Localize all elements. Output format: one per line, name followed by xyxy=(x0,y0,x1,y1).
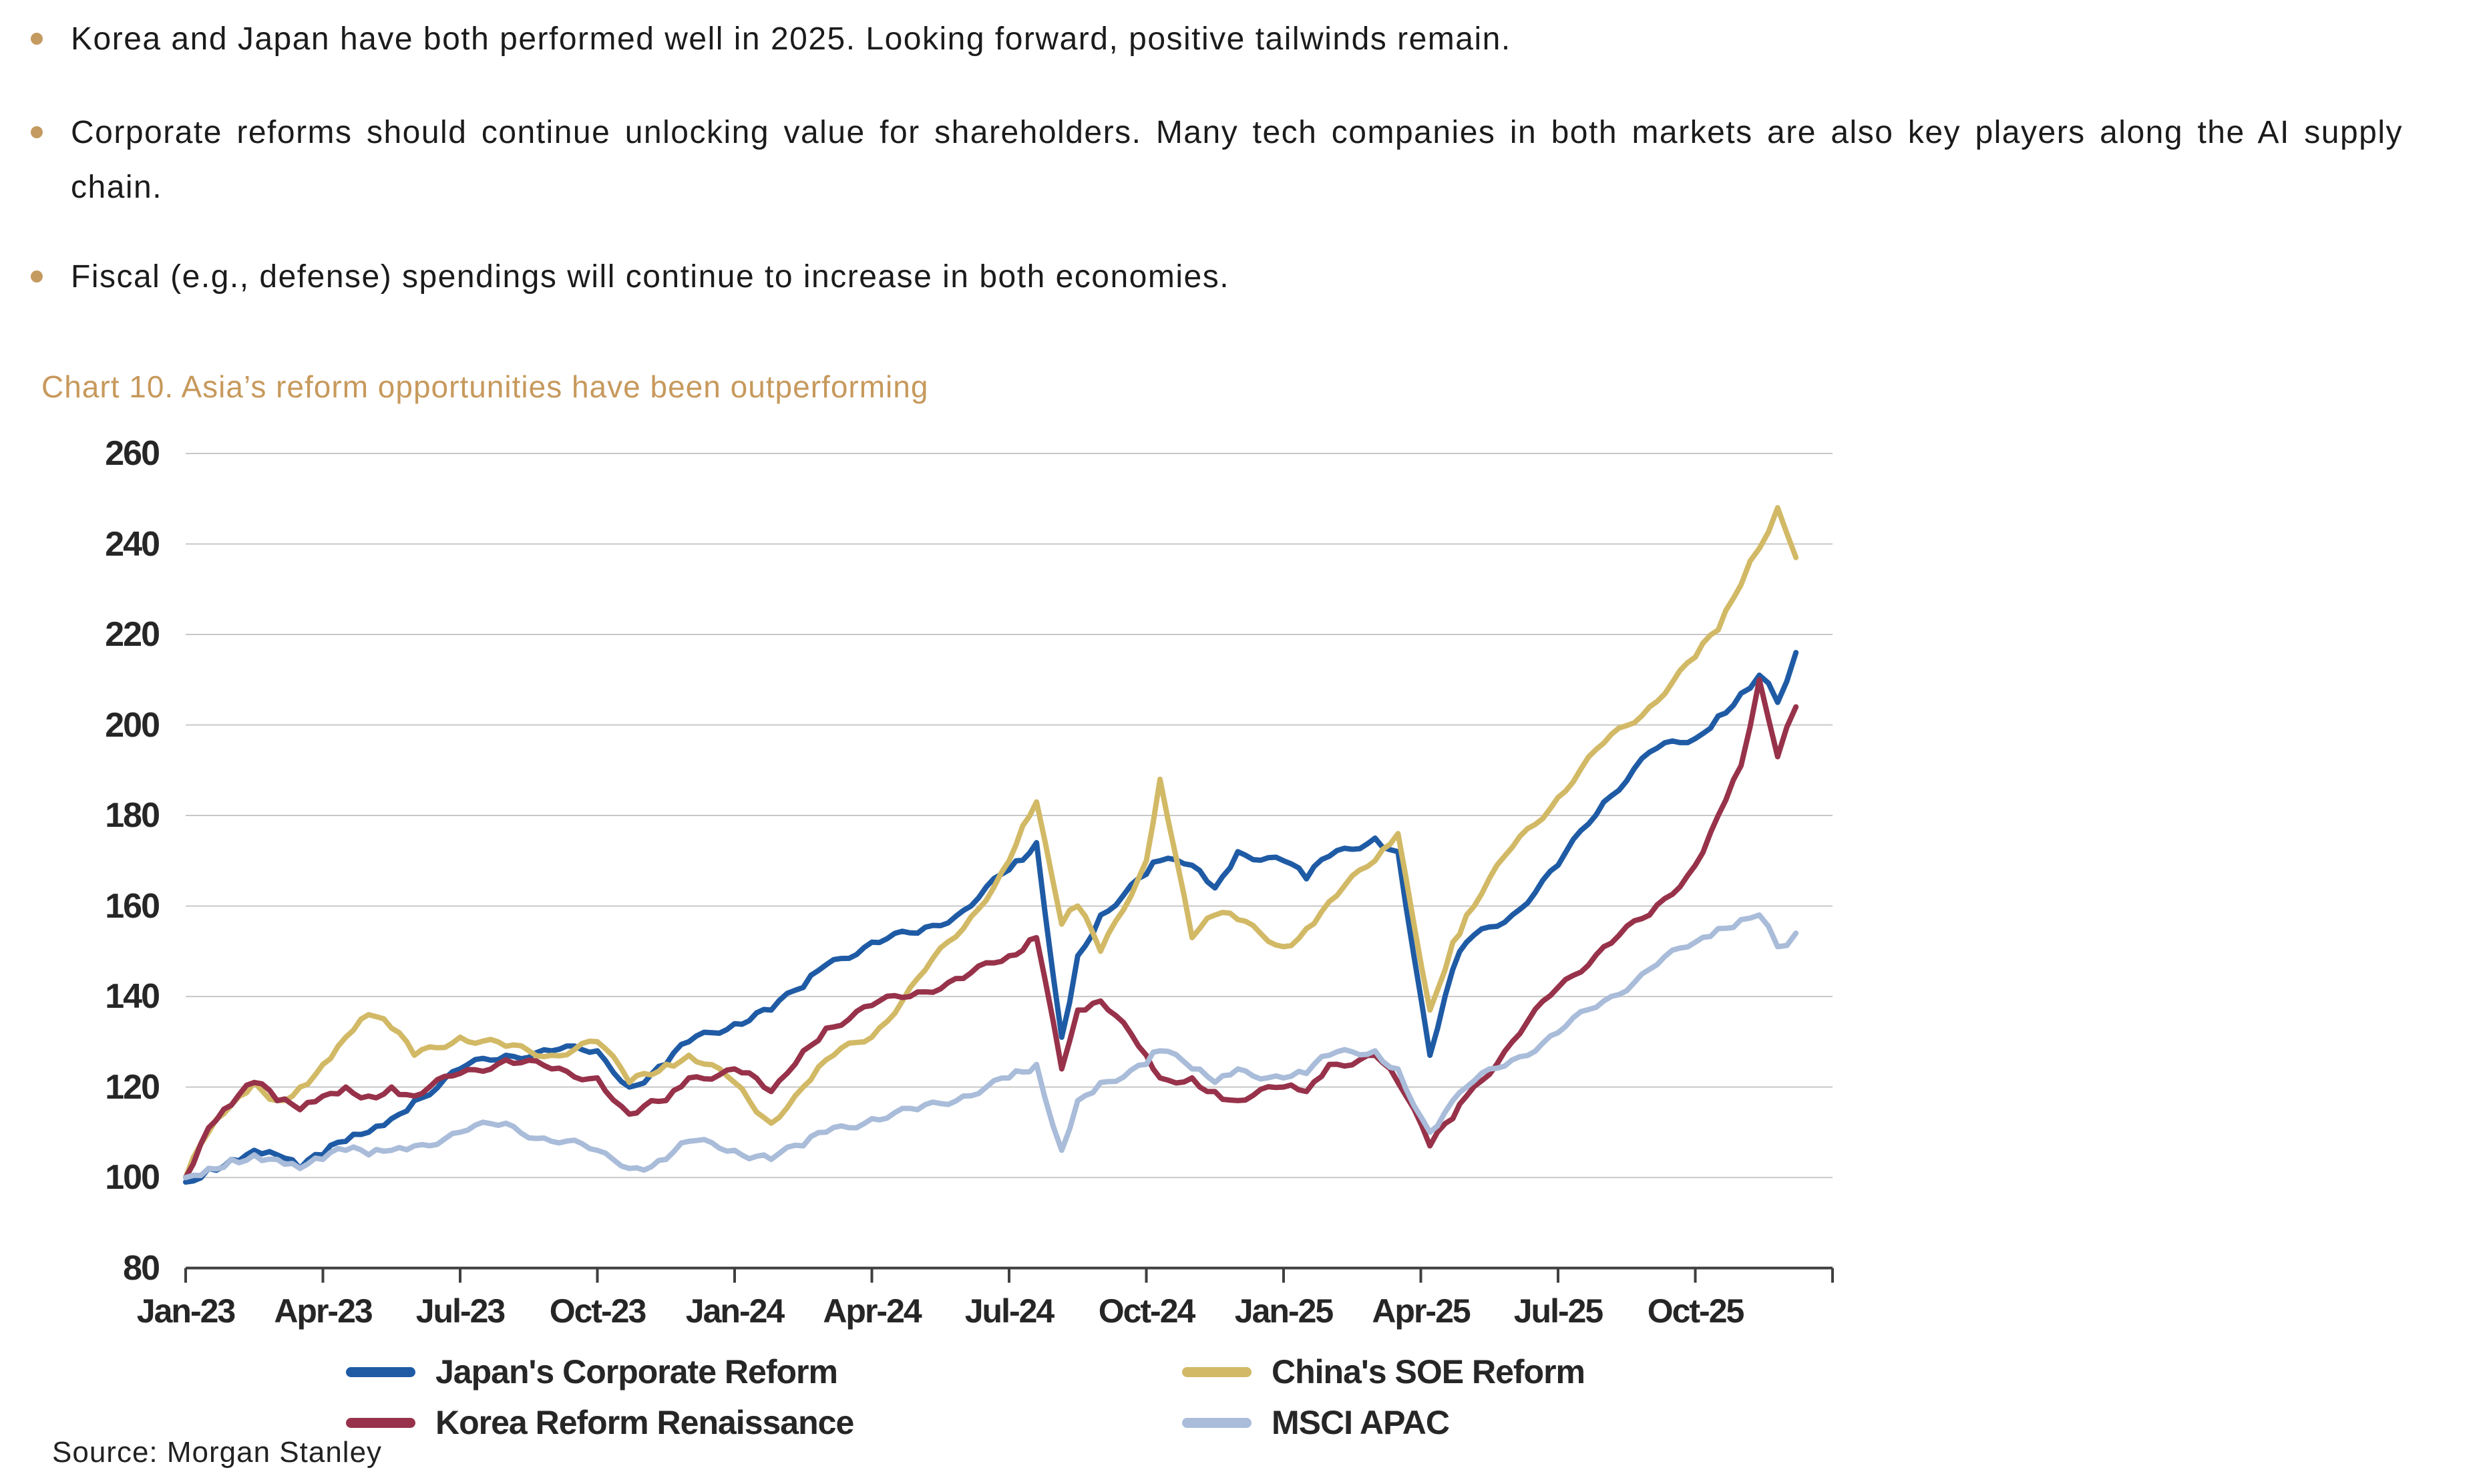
bullet-marker-icon xyxy=(31,33,43,45)
series-line-china-s-soe-reform xyxy=(183,505,1799,1181)
chart-title: Chart 10. Asia’s reform opportunities ha… xyxy=(41,369,929,404)
legend-label: Japan's Corporate Reform xyxy=(435,1353,838,1390)
x-tick-label: Jul-24 xyxy=(964,1292,1055,1330)
series-line-korea-reform-renaissance xyxy=(183,677,1799,1181)
x-tick-label: Jan-25 xyxy=(1234,1292,1334,1330)
x-tick-label: Oct-25 xyxy=(1647,1292,1745,1330)
legend-swatch-icon xyxy=(1182,1366,1252,1377)
bullet-item: Corporate reforms should continue unlock… xyxy=(31,106,2403,215)
y-tick-label: 80 xyxy=(123,1248,160,1288)
bullet-marker-icon xyxy=(31,270,43,283)
legend-label: China's SOE Reform xyxy=(1272,1353,1585,1390)
chart-legend: Japan's Corporate Reform China's SOE Refo… xyxy=(346,1352,1585,1443)
y-tick-label: 180 xyxy=(105,796,160,835)
gridlines xyxy=(186,453,1833,1179)
y-tick-label: 200 xyxy=(105,705,160,745)
bullet-text: Corporate reforms should continue unlock… xyxy=(71,115,2403,205)
bullet-text: Fiscal (e.g., defense) spendings will co… xyxy=(71,259,1230,295)
bullet-text: Korea and Japan have both performed well… xyxy=(71,21,1511,57)
legend-swatch-icon xyxy=(346,1366,415,1377)
series-line-japan-s-corporate-reform xyxy=(183,650,1799,1185)
y-tick-label: 240 xyxy=(105,524,160,564)
x-tick-label: Jul-25 xyxy=(1513,1292,1604,1330)
x-tick-label: Jan-23 xyxy=(136,1292,236,1330)
bullet-item: Fiscal (e.g., defense) spendings will co… xyxy=(31,250,2403,305)
x-tick-label: Jul-23 xyxy=(415,1292,506,1330)
y-tick-label: 120 xyxy=(105,1067,160,1107)
series-lines xyxy=(183,505,1799,1185)
legend-item: Japan's Corporate Reform xyxy=(346,1352,1182,1392)
x-tick-label: Jan-24 xyxy=(685,1292,785,1330)
y-tick-label: 140 xyxy=(105,977,160,1016)
x-axis xyxy=(184,1266,1834,1283)
x-tick-label: Apr-25 xyxy=(1372,1292,1471,1330)
legend-item: Korea Reform Renaissance xyxy=(346,1403,1182,1443)
legend-label: MSCI APAC xyxy=(1272,1404,1450,1441)
y-tick-label: 160 xyxy=(105,886,160,926)
legend-swatch-icon xyxy=(346,1417,415,1428)
legend-item: China's SOE Reform xyxy=(1182,1352,1585,1392)
source-note: Source: Morgan Stanley xyxy=(52,1436,383,1469)
bullet-marker-icon xyxy=(31,126,43,138)
legend-item: MSCI APAC xyxy=(1182,1403,1585,1443)
bullet-item: Korea and Japan have both performed well… xyxy=(31,12,2403,67)
y-tick-label: 260 xyxy=(105,434,160,473)
legend-label: Korea Reform Renaissance xyxy=(435,1404,854,1441)
x-tick-label: Apr-23 xyxy=(274,1292,373,1330)
x-tick-label: Oct-24 xyxy=(1098,1292,1196,1330)
x-tick-label: Apr-24 xyxy=(823,1292,922,1330)
x-tick-label: Oct-23 xyxy=(549,1292,647,1330)
y-tick-label: 220 xyxy=(105,615,160,654)
legend-swatch-icon xyxy=(1182,1417,1252,1428)
series-line-msci-apac xyxy=(183,912,1799,1181)
y-tick-label: 100 xyxy=(105,1158,160,1197)
line-chart xyxy=(183,453,1834,1283)
